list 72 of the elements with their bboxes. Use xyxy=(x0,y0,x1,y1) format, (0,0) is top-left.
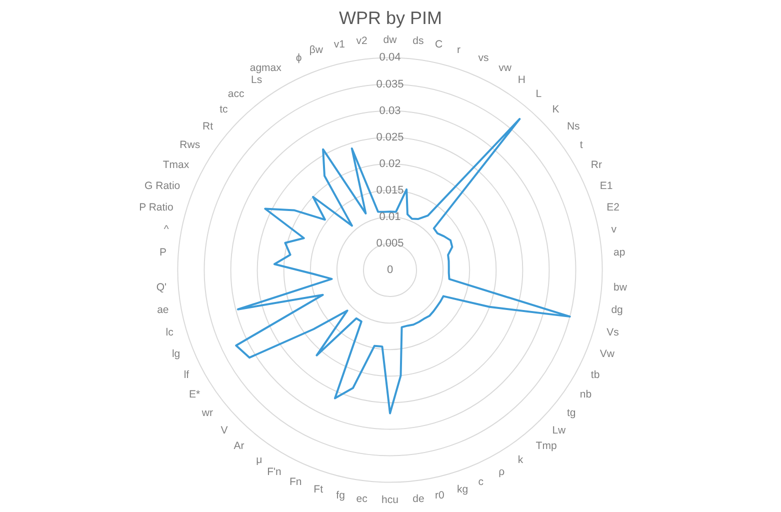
spoke-label: tg xyxy=(566,407,576,420)
spoke-label: lg xyxy=(172,348,180,360)
spoke-label: L xyxy=(536,88,542,100)
spoke-label: E2 xyxy=(606,201,620,214)
y-tick-label: 0 xyxy=(386,264,394,276)
spoke-label: dg xyxy=(611,304,624,316)
spoke-label: r xyxy=(456,44,461,56)
spoke-label: Rws xyxy=(180,139,200,152)
spoke-label: de xyxy=(412,492,424,505)
spoke-label: H xyxy=(518,74,526,86)
spoke-label: Rr xyxy=(590,159,603,172)
spoke-label: μ xyxy=(256,454,262,466)
spoke-label: Tmax xyxy=(162,159,190,172)
y-tick-label: 0.025 xyxy=(376,131,404,144)
y-tick-label: 0.03 xyxy=(379,104,401,117)
spoke-label: Rt xyxy=(202,120,214,133)
spoke-label: fg xyxy=(336,489,346,502)
spoke-label: βw xyxy=(309,44,324,56)
spoke-label: K xyxy=(552,103,560,116)
spoke-label: ρ xyxy=(498,466,505,478)
spoke-label: Q' xyxy=(156,282,166,294)
chart-title: WPR by PIM xyxy=(338,8,442,28)
spoke-label: hcu xyxy=(382,494,399,506)
spoke-label: P Ratio xyxy=(139,201,174,214)
spoke-label: Fn xyxy=(289,476,302,488)
spoke-label: Ft xyxy=(314,484,324,496)
spoke-label: Ar xyxy=(234,440,245,452)
spoke-label: vs xyxy=(478,52,489,64)
spoke-label: ϕ xyxy=(296,52,302,64)
y-tick-label: 0.035 xyxy=(376,78,404,90)
spoke-label: tb xyxy=(590,368,600,381)
spoke-label: C xyxy=(435,38,444,50)
spoke-label: E1 xyxy=(600,180,613,192)
spoke-label: nb xyxy=(580,388,592,401)
spoke-label: Vw xyxy=(600,348,615,360)
spoke-label: Tmp xyxy=(536,440,557,452)
spoke-label: E* xyxy=(188,388,200,401)
spoke-label: Ns xyxy=(566,120,580,133)
y-tick-label: 0.005 xyxy=(376,237,404,250)
spoke-label: k xyxy=(518,454,524,466)
spoke-label: dw xyxy=(383,34,398,46)
spoke-label: c xyxy=(478,476,484,488)
spoke-label: V xyxy=(220,424,228,436)
spoke-label: P xyxy=(159,246,166,258)
spoke-label: F'n xyxy=(267,466,282,478)
spoke-label: ae xyxy=(157,304,169,316)
spoke-label: vw xyxy=(498,62,512,74)
spoke-label: t xyxy=(580,139,583,152)
spoke-label: agmax xyxy=(250,62,282,74)
spoke-label: Lw xyxy=(552,424,566,436)
spoke-label: Ls xyxy=(251,74,262,86)
spoke-label: wr xyxy=(200,407,214,420)
spoke-label: lf xyxy=(184,368,190,381)
spoke-label: G Ratio xyxy=(144,180,180,192)
spoke-label: tc xyxy=(220,103,228,116)
spoke-label: ^ xyxy=(164,224,169,236)
spoke-label: v xyxy=(611,224,618,236)
spoke-label: kg xyxy=(456,484,468,496)
spoke-label: ap xyxy=(614,246,626,258)
y-tick-label: 0.02 xyxy=(379,158,401,170)
spoke-label: r0 xyxy=(435,489,445,502)
y-tick-label: 0.015 xyxy=(376,184,404,196)
spoke-label: v1 xyxy=(334,38,346,50)
spoke-label: bw xyxy=(614,282,628,294)
y-tick-label: 0.01 xyxy=(379,210,401,223)
spoke-label: v2 xyxy=(356,34,368,47)
spoke-label: Vs xyxy=(606,326,619,338)
spoke-label: lc xyxy=(166,326,174,338)
spoke-label: acc xyxy=(228,88,244,100)
spoke-label: ds xyxy=(412,34,424,47)
spoke-label: ec xyxy=(356,492,368,505)
y-tick-label: 0.04 xyxy=(379,52,401,64)
